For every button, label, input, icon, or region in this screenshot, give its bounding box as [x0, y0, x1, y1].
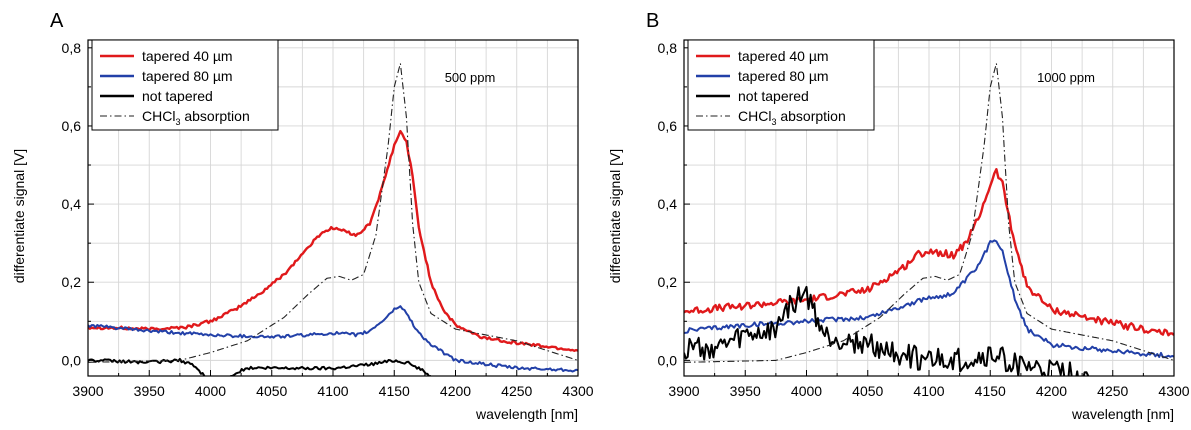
grid-lines — [683, 40, 1175, 376]
chart-b-svg: 3900 3950 4000 4050 4100 4150 4200 4250 4300 0,0 0… — [607, 10, 1190, 422]
chart-panel-a: 3900 3950 4000 4050 4100 4150 4200 4250 4300 0,0 0… — [0, 0, 595, 430]
series-group — [88, 62, 578, 376]
legend-label: tapered 40 µm — [142, 48, 233, 64]
chart-a-svg: 3900 3950 4000 4050 4100 4150 4200 4250 4300 0,0 0… — [11, 10, 594, 422]
legend-label: tapered 40 µm — [738, 48, 829, 64]
x-tick-label: 3900 — [72, 383, 103, 399]
x-axis-label: wavelength [nm] — [1071, 406, 1174, 422]
legend: tapered 40 µm tapered 80 µm not tapered CHC… — [91, 39, 279, 131]
y-tick-label: 0,4 — [62, 196, 82, 212]
concentration-label: 500 ppm — [445, 70, 496, 85]
axis-ticks: 3900 3950 4000 4050 4100 4150 4200 4250 4300 0,0 0… — [62, 40, 594, 399]
legend-label: tapered 80 µm — [738, 68, 829, 84]
x-tick-label: 4300 — [562, 383, 593, 399]
series-line-tapered-40-m — [88, 129, 578, 352]
x-tick-label: 3900 — [668, 383, 699, 399]
legend-label: not tapered — [142, 88, 213, 104]
legend: tapered 40 µm tapered 80 µm not tapered CHC… — [687, 39, 875, 131]
series-group — [684, 62, 1174, 376]
x-tick-label: 4250 — [1097, 383, 1128, 399]
x-tick-label: 4300 — [1158, 383, 1189, 399]
series-line-tapered-40-m — [684, 168, 1174, 337]
x-tick-label: 4250 — [501, 383, 532, 399]
x-tick-label: 4200 — [440, 383, 471, 399]
x-tick-label: 4050 — [852, 383, 883, 399]
concentration-label: 1000 ppm — [1037, 70, 1095, 85]
legend-label: not tapered — [738, 88, 809, 104]
panel-letter: B — [646, 10, 659, 32]
y-tick-label: 0,0 — [658, 352, 678, 368]
x-tick-label: 4150 — [379, 383, 410, 399]
x-axis-label: wavelength [nm] — [475, 406, 578, 422]
chart-panel-b: 3900 3950 4000 4050 4100 4150 4200 4250 4300 0,0 0… — [596, 0, 1191, 430]
x-tick-label: 4100 — [317, 383, 348, 399]
y-tick-label: 0,2 — [62, 274, 82, 290]
y-axis-label: differentiate signal [V] — [11, 149, 27, 283]
x-tick-label: 4050 — [256, 383, 287, 399]
y-tick-label: 0,6 — [658, 118, 678, 134]
legend-label: CHCl3 absorption — [142, 108, 250, 127]
series-line-not-tapered — [684, 285, 1090, 376]
x-tick-label: 3950 — [730, 383, 761, 399]
y-tick-label: 0,6 — [62, 118, 82, 134]
panel-letter: A — [50, 10, 64, 32]
y-axis-label: differentiate signal [V] — [607, 149, 623, 283]
x-tick-label: 4150 — [975, 383, 1006, 399]
x-tick-label: 4200 — [1036, 383, 1067, 399]
y-tick-label: 0,2 — [658, 274, 678, 290]
series-line-tapered-80-m — [684, 239, 1174, 359]
y-tick-label: 0,8 — [62, 40, 82, 56]
y-tick-label: 0,0 — [62, 352, 82, 368]
x-tick-label: 3950 — [134, 383, 165, 399]
series-line-not-tapered — [88, 357, 431, 376]
x-tick-label: 4000 — [791, 383, 822, 399]
y-tick-label: 0,4 — [658, 196, 678, 212]
series-line-tapered-80-m — [88, 305, 578, 373]
x-tick-label: 4000 — [195, 383, 226, 399]
legend-label: tapered 80 µm — [142, 68, 233, 84]
axis-ticks: 3900 3950 4000 4050 4100 4150 4200 4250 4300 0,0 0… — [658, 40, 1190, 399]
y-tick-label: 0,8 — [658, 40, 678, 56]
legend-label: CHCl3 absorption — [738, 108, 846, 127]
x-tick-label: 4100 — [913, 383, 944, 399]
